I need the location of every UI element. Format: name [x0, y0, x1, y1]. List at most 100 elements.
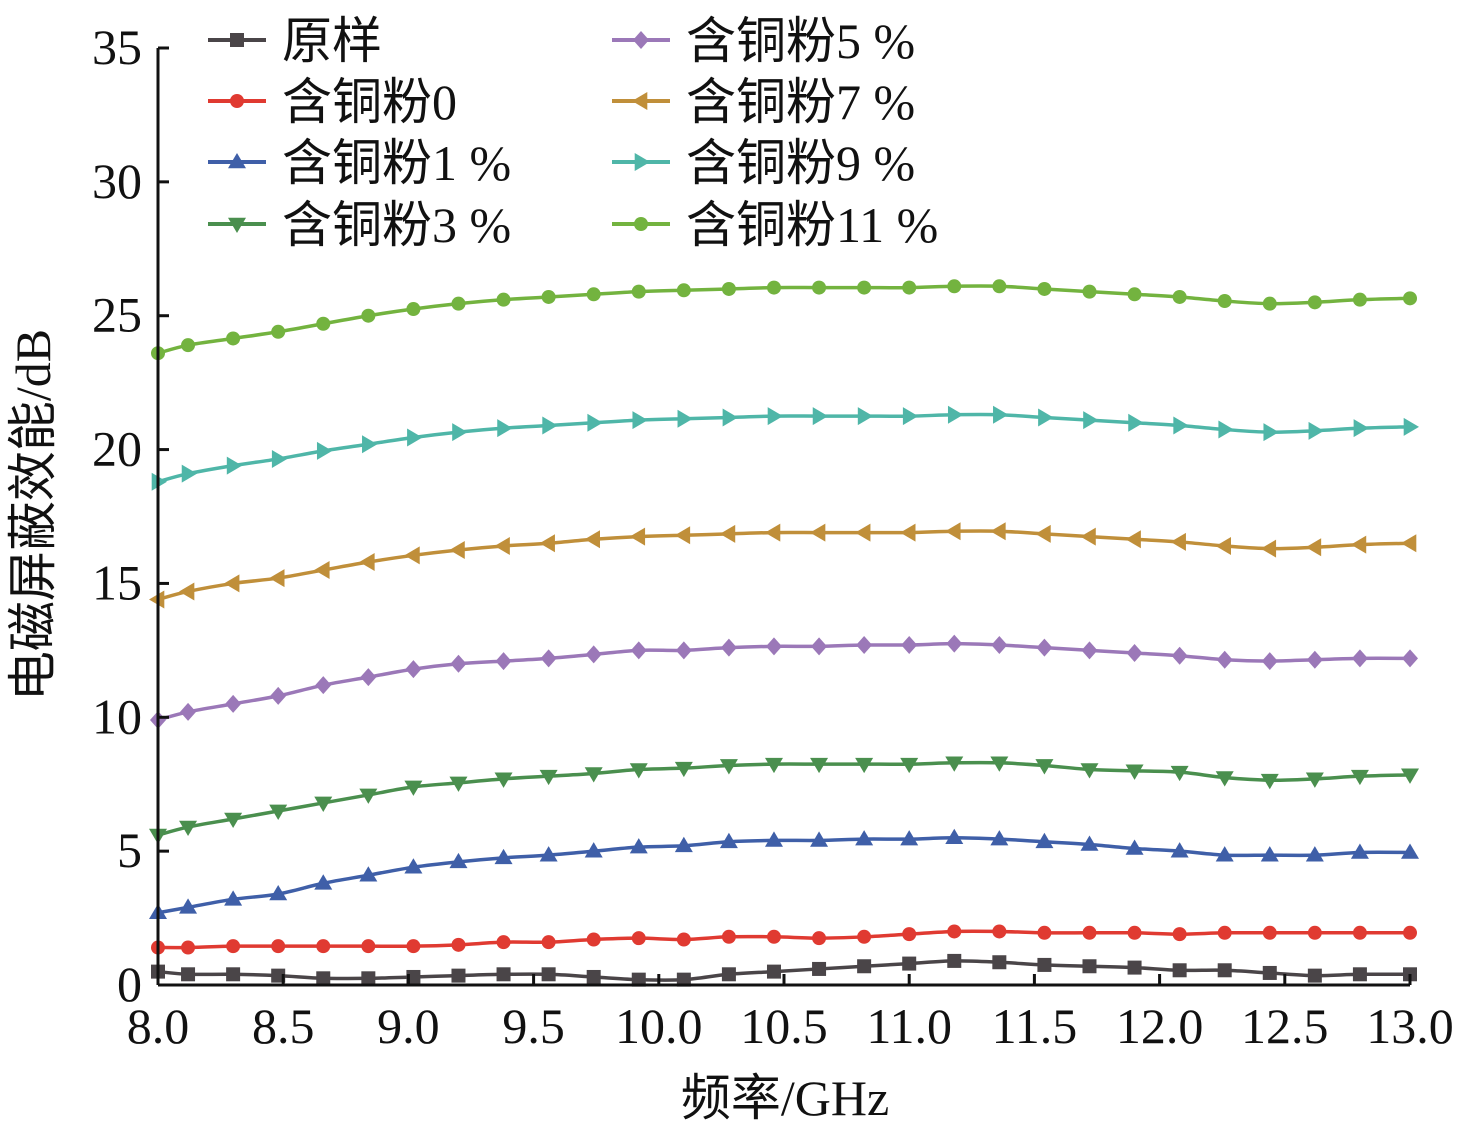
- legend-swatch-marker: [228, 153, 246, 169]
- series-1: [151, 953, 1417, 987]
- data-point: [451, 937, 466, 952]
- series-line: [157, 529, 1411, 602]
- data-point: [495, 652, 512, 671]
- axis-titles: 频率/GHz 电磁屏蔽效能/dB: [5, 329, 889, 1125]
- data-point: [314, 874, 333, 890]
- data-point: [179, 898, 198, 914]
- data-point: [856, 636, 873, 655]
- data-point: [946, 634, 963, 653]
- data-point: [902, 280, 917, 295]
- data-point: [226, 939, 241, 954]
- data-point: [1216, 650, 1233, 669]
- data-point: [992, 924, 1007, 939]
- legend-label: 含铜粉0: [282, 74, 457, 130]
- data-point: [1260, 539, 1277, 558]
- y-tick-label: 30: [92, 153, 142, 209]
- data-point: [361, 308, 376, 323]
- legend-item: 含铜粉9 %: [612, 135, 915, 191]
- data-point: [810, 831, 829, 847]
- data-point: [766, 929, 781, 944]
- data-point: [1350, 769, 1369, 786]
- data-point: [719, 759, 738, 775]
- legend-item: 含铜粉7 %: [612, 74, 915, 130]
- data-point: [947, 405, 964, 424]
- data-point: [314, 796, 333, 812]
- x-tick-label: 9.5: [502, 998, 565, 1054]
- x-tick-label: 10.0: [615, 998, 703, 1054]
- data-point: [405, 660, 422, 679]
- data-point: [406, 302, 421, 317]
- data-point: [584, 842, 603, 858]
- tick-labels: 8.0 8.5 9.0 9.5 10.0 10.5 11.0 11.5 12.0 12.5 13.0…: [92, 19, 1454, 1054]
- data-point: [496, 967, 511, 982]
- data-point: [1035, 759, 1054, 775]
- data-point: [1127, 925, 1142, 940]
- data-point: [449, 540, 465, 559]
- data-point: [810, 757, 829, 774]
- data-point: [1172, 927, 1187, 942]
- data-point: [181, 338, 196, 353]
- data-point: [1217, 963, 1232, 978]
- data-point: [990, 830, 1009, 846]
- legend-swatch-marker: [633, 31, 649, 49]
- x-tick-label: 12.5: [1241, 998, 1329, 1054]
- x-tick-label: 11.0: [866, 998, 952, 1054]
- data-point: [1128, 413, 1144, 432]
- data-point: [1402, 649, 1418, 668]
- data-point: [990, 522, 1006, 541]
- x-tick-label: 10.5: [740, 998, 828, 1054]
- data-point: [812, 280, 827, 295]
- data-point: [992, 955, 1007, 970]
- data-point: [224, 812, 243, 829]
- data-point: [721, 967, 736, 982]
- data-point: [676, 932, 691, 947]
- data-point: [451, 968, 466, 983]
- data-point: [1125, 839, 1144, 855]
- axes: [156, 46, 1412, 987]
- y-tick-label: 15: [92, 554, 142, 610]
- data-point: [1350, 535, 1367, 554]
- data-point: [1173, 416, 1189, 435]
- data-point: [1351, 649, 1368, 668]
- data-point: [1125, 530, 1141, 549]
- data-point: [1305, 846, 1324, 862]
- data-point: [764, 757, 783, 774]
- data-point: [722, 408, 738, 427]
- data-point: [812, 407, 829, 426]
- y-tick-label: 35: [92, 19, 142, 75]
- data-point: [719, 524, 736, 543]
- data-point: [947, 953, 962, 968]
- data-point: [451, 296, 466, 311]
- data-point: [361, 939, 376, 954]
- data-point: [990, 756, 1009, 772]
- data-point: [855, 523, 871, 542]
- data-point: [542, 416, 558, 435]
- data-point: [677, 409, 693, 428]
- legend-swatch-marker: [634, 217, 648, 231]
- legend-label: 含铜粉7 %: [686, 74, 915, 130]
- data-point: [812, 961, 827, 976]
- data-point: [359, 553, 375, 572]
- series-6: [149, 522, 1417, 609]
- data-point: [945, 828, 964, 845]
- data-point: [857, 280, 872, 295]
- legend-item: 原样: [208, 13, 382, 69]
- data-point: [764, 523, 781, 542]
- data-point: [271, 939, 286, 954]
- series-8: [151, 279, 1417, 361]
- data-point: [812, 931, 827, 946]
- data-point: [1307, 295, 1322, 310]
- data-point: [404, 546, 420, 565]
- data-point: [539, 846, 558, 862]
- data-point: [359, 866, 378, 882]
- data-point: [1350, 843, 1369, 859]
- legend-label: 含铜粉5 %: [686, 13, 915, 69]
- data-point: [269, 569, 285, 588]
- data-point: [1038, 408, 1054, 427]
- data-point: [945, 522, 961, 541]
- data-point: [765, 637, 782, 656]
- legend-label: 原样: [282, 13, 382, 69]
- data-point: [901, 636, 918, 655]
- data-point: [676, 972, 691, 987]
